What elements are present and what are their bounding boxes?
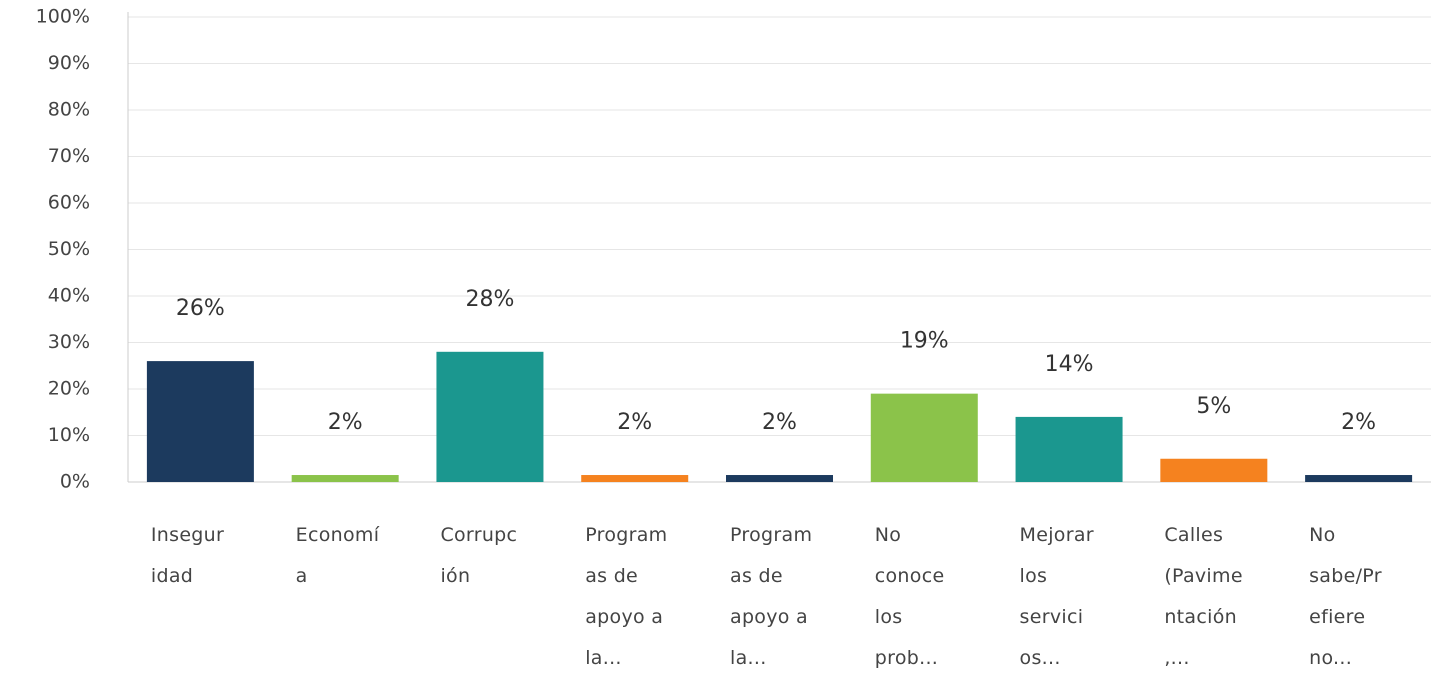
page: {"chart_data": {"type": "bar", "categori… xyxy=(35,5,1431,669)
bar xyxy=(726,475,833,482)
value-label: 26% xyxy=(176,296,225,321)
bar xyxy=(1160,458,1268,482)
y-tick-label: 90% xyxy=(48,52,90,74)
x-tick-label: Program as de apoyo a la... xyxy=(585,524,668,669)
y-tick-label: 100% xyxy=(36,6,90,28)
x-tick-label: No conoce los prob... xyxy=(874,524,945,669)
y-tick-label: 80% xyxy=(48,99,90,121)
value-label: 5% xyxy=(1196,394,1231,419)
x-tick-label: No sabe/Pr efiere no... xyxy=(1309,524,1382,669)
bar xyxy=(1305,475,1413,482)
x-tick-label: Program as de apoyo a la... xyxy=(730,524,813,669)
value-label: 14% xyxy=(1045,352,1094,377)
bar xyxy=(1015,416,1123,482)
value-label: 2% xyxy=(617,410,652,435)
bar xyxy=(436,351,544,482)
value-label: 19% xyxy=(900,329,949,354)
y-tick-label: 0% xyxy=(60,471,90,493)
y-tick-label: 70% xyxy=(48,145,90,167)
x-tick-label: Corrupc ión xyxy=(440,524,518,587)
x-tick-label: Calles (Pavime ntación ,... xyxy=(1164,524,1243,669)
y-tick-label: 30% xyxy=(48,331,90,353)
value-label: 2% xyxy=(328,410,363,435)
bar xyxy=(870,393,978,482)
bar xyxy=(146,361,254,482)
x-tick-label: Economí a xyxy=(295,524,380,587)
value-label: 2% xyxy=(1341,410,1376,435)
value-label: 28% xyxy=(465,287,514,312)
y-tick-label: 50% xyxy=(48,238,90,260)
y-tick-label: 20% xyxy=(48,378,90,400)
y-tick-label: 40% xyxy=(48,285,90,307)
y-tick-label: 60% xyxy=(48,192,90,214)
value-label: 2% xyxy=(762,410,797,435)
bar xyxy=(291,475,399,482)
chart: 0% 10% 20% 30% 40% 50% 60% 70% 80% 90% 100% 26% 2% 28… xyxy=(36,6,1431,493)
x-tick-label: Mejorar los servici os... xyxy=(1019,524,1094,669)
bar xyxy=(581,475,689,482)
x-tick-label: Insegur idad xyxy=(150,524,225,587)
y-tick-label: 10% xyxy=(48,424,90,446)
